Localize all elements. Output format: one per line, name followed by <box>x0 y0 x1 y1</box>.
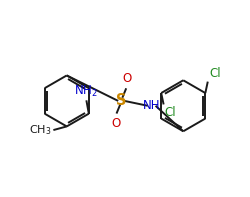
Text: CH$_3$: CH$_3$ <box>29 123 52 137</box>
Text: S: S <box>116 93 126 108</box>
Text: O: O <box>112 117 121 130</box>
Text: Cl: Cl <box>209 67 220 80</box>
Text: O: O <box>122 72 131 85</box>
Text: NH$_2$: NH$_2$ <box>74 84 98 99</box>
Text: Cl: Cl <box>165 106 176 119</box>
Text: NH: NH <box>143 99 160 112</box>
